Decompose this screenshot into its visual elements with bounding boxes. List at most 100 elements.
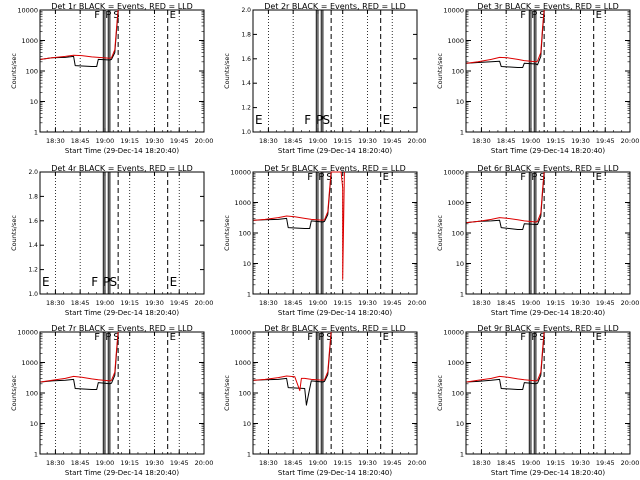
- marker-label: F: [520, 332, 526, 343]
- panel-title: Det 7r BLACK = Events, RED = LLD: [51, 324, 193, 333]
- x-tick-label: 19:15: [333, 137, 352, 145]
- x-tick-label: 19:45: [170, 299, 189, 307]
- x-axis-label: Start Time (29-Dec-14 18:20:40): [491, 469, 605, 477]
- y-tick-label: 2.0: [241, 7, 251, 14]
- marker-label: E: [170, 275, 178, 289]
- x-tick-label: 19:30: [358, 459, 377, 467]
- marker-label: F: [91, 275, 98, 289]
- panel-title: Det 5r BLACK = Events, RED = LLD: [264, 164, 406, 173]
- y-tick-label: 1.4: [28, 242, 38, 249]
- y-tick-label: 10: [243, 260, 251, 268]
- y-tick-label: 1: [34, 129, 38, 137]
- y-tick-label: 100: [452, 230, 464, 238]
- marker-label: E: [170, 332, 176, 343]
- y-tick-label: 10: [30, 98, 38, 106]
- marker-label: F: [307, 172, 313, 183]
- x-tick-label: 19:30: [571, 299, 590, 307]
- x-tick-label: 19:45: [383, 459, 402, 467]
- y-tick-label: 10000: [17, 7, 38, 15]
- y-tick-label: 10: [456, 260, 464, 268]
- x-axis-label: Start Time (29-Dec-14 18:20:40): [278, 147, 392, 155]
- x-tick-label: 18:45: [71, 299, 90, 307]
- x-tick-label: 18:30: [259, 299, 278, 307]
- x-tick-label: 19:45: [596, 137, 615, 145]
- x-tick-label: 18:45: [497, 299, 516, 307]
- x-tick-label: 20:00: [195, 459, 214, 467]
- marker-label: S: [113, 332, 119, 343]
- x-tick-label: 19:30: [145, 459, 164, 467]
- y-axis-label: Counts/sec: [223, 215, 231, 251]
- panel-det-2: Det 2r BLACK = Events, RED = LLD Counts/s…: [223, 2, 426, 155]
- x-tick-label: 18:45: [497, 137, 516, 145]
- y-tick-label: 10000: [443, 169, 464, 177]
- marker-label: E: [596, 172, 602, 183]
- x-tick-label: 19:45: [170, 459, 189, 467]
- panel-title: Det 3r BLACK = Events, RED = LLD: [477, 2, 619, 11]
- x-tick-label: 19:15: [120, 137, 139, 145]
- series-events-line: [466, 333, 545, 390]
- y-tick-label: 10000: [443, 329, 464, 337]
- series-lld-line: [253, 331, 332, 392]
- y-tick-label: 10000: [230, 329, 251, 337]
- x-tick-label: 18:45: [284, 137, 303, 145]
- series-events-line: [253, 333, 332, 406]
- panel-det-7: Det 7r BLACK = Events, RED = LLD Counts/s…: [10, 324, 213, 477]
- y-tick-label: 1.0: [241, 129, 251, 136]
- x-tick-label: 19:00: [522, 137, 541, 145]
- x-axis-label: Start Time (29-Dec-14 18:20:40): [278, 309, 392, 317]
- x-tick-label: 18:45: [71, 137, 90, 145]
- y-tick-label: 1000: [447, 359, 464, 367]
- y-tick-label: 1000: [21, 359, 38, 367]
- y-tick-label: 1.6: [241, 56, 251, 63]
- marker-label: P: [531, 332, 537, 343]
- marker-label: E: [42, 275, 50, 289]
- marker-label: E: [383, 172, 389, 183]
- x-tick-label: 20:00: [408, 299, 427, 307]
- x-axis-label: Start Time (29-Dec-14 18:20:40): [491, 309, 605, 317]
- x-tick-label: 19:30: [358, 137, 377, 145]
- panel-title: Det 4r BLACK = Events, RED = LLD: [51, 164, 193, 173]
- x-tick-label: 20:00: [408, 137, 427, 145]
- x-tick-label: 19:45: [383, 299, 402, 307]
- y-tick-label: 1000: [447, 199, 464, 207]
- y-tick-label: 10: [456, 420, 464, 428]
- y-tick-label: 10000: [17, 329, 38, 337]
- x-axis-label: Start Time (29-Dec-14 18:20:40): [65, 469, 179, 477]
- y-tick-label: 1.2: [241, 105, 251, 112]
- panel-det-9: Det 9r BLACK = Events, RED = LLD Counts/s…: [436, 324, 639, 477]
- x-tick-label: 19:00: [96, 137, 115, 145]
- y-tick-label: 100: [452, 390, 464, 398]
- marker-label: P: [316, 113, 323, 127]
- panel-det-8: Det 8r BLACK = Events, RED = LLD Counts/s…: [223, 324, 426, 477]
- marker-label: S: [539, 172, 545, 183]
- y-tick-label: 1000: [21, 37, 38, 45]
- x-tick-label: 19:30: [145, 299, 164, 307]
- x-tick-label: 19:15: [546, 459, 565, 467]
- x-axis-label: Start Time (29-Dec-14 18:20:40): [65, 309, 179, 317]
- marker-label: P: [105, 332, 111, 343]
- series-events-line: [40, 333, 119, 390]
- marker-label: S: [113, 10, 119, 21]
- x-tick-label: 20:00: [195, 137, 214, 145]
- marker-label: F: [520, 172, 526, 183]
- series-lld-line: [253, 171, 345, 280]
- marker-label: P: [531, 10, 537, 21]
- marker-label: S: [539, 10, 545, 21]
- y-tick-label: 1: [34, 451, 38, 459]
- y-tick-label: 1.0: [28, 291, 38, 298]
- x-tick-label: 18:45: [284, 459, 303, 467]
- x-tick-label: 20:00: [195, 299, 214, 307]
- marker-label: F: [307, 332, 313, 343]
- x-tick-label: 19:45: [596, 299, 615, 307]
- x-tick-label: 18:45: [497, 459, 516, 467]
- marker-label: P: [105, 10, 111, 21]
- marker-label: P: [318, 332, 324, 343]
- y-tick-label: 2.0: [28, 169, 38, 176]
- x-tick-label: 19:30: [571, 459, 590, 467]
- x-tick-label: 19:00: [522, 299, 541, 307]
- marker-label: F: [94, 10, 100, 21]
- marker-label: S: [326, 172, 332, 183]
- x-tick-label: 19:15: [120, 459, 139, 467]
- x-tick-label: 19:00: [96, 459, 115, 467]
- y-tick-label: 10: [243, 420, 251, 428]
